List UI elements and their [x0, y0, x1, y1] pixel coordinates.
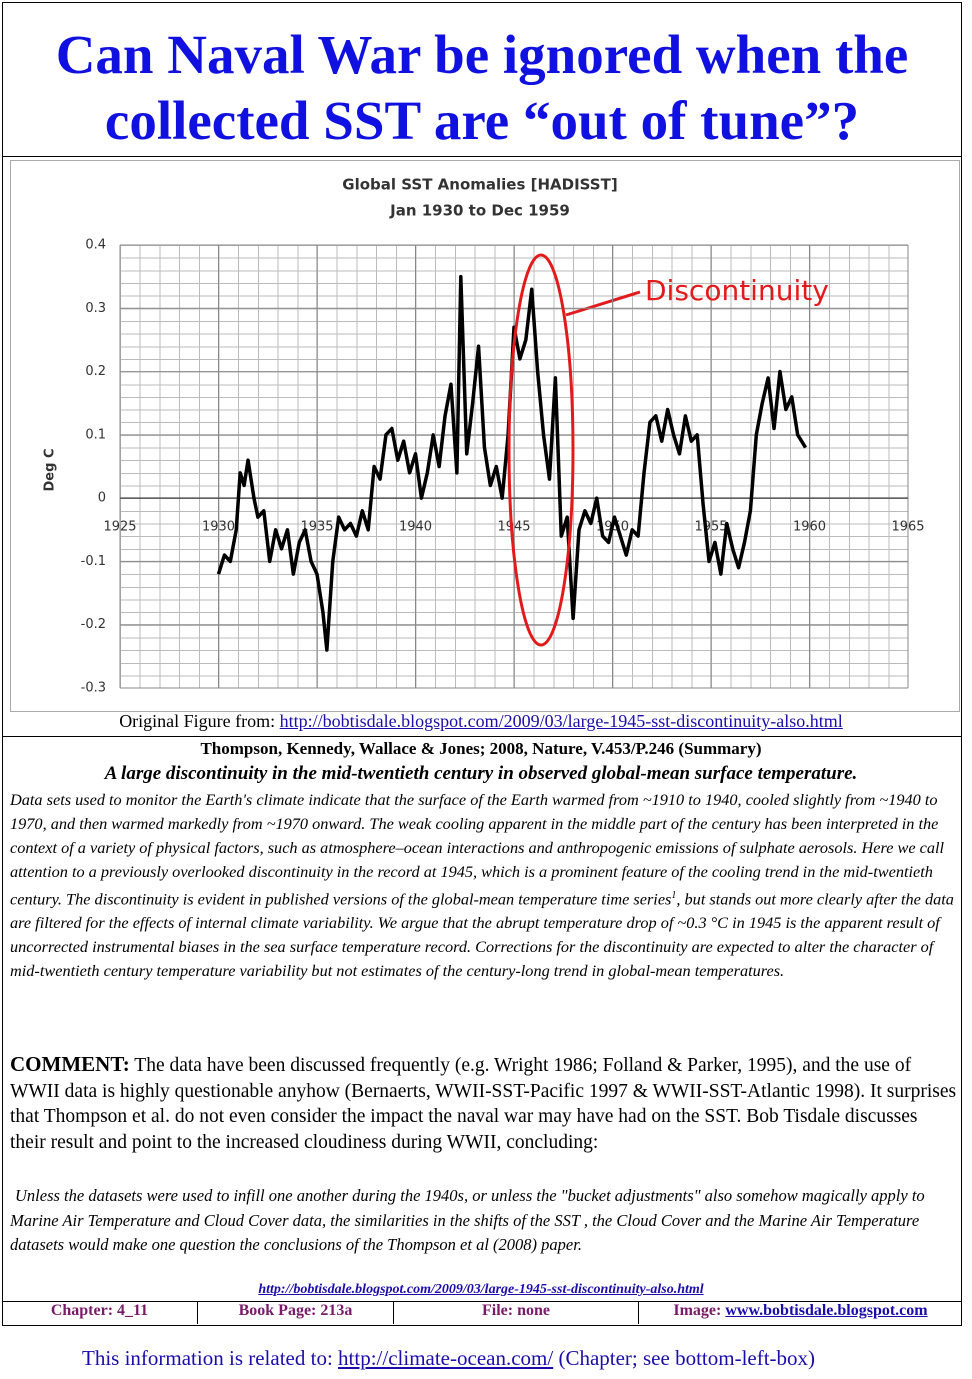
y-tick-label: -0.1 — [81, 554, 106, 569]
y-tick-label: 0.2 — [85, 364, 106, 379]
footer-page: Book Page: 213a — [198, 1302, 394, 1324]
related: This information is related to: http://c… — [82, 1346, 816, 1370]
y-tick-label: 0 — [98, 491, 106, 506]
annotation: Discontinuity — [645, 274, 829, 307]
footer-chapter: Chapter: 4_11 — [2, 1302, 198, 1324]
chart-frame — [10, 160, 960, 712]
x-tick-label: 1960 — [793, 520, 826, 535]
divider — [2, 1301, 962, 1302]
divider — [2, 736, 962, 737]
figure-source: Original Figure from: http://bobtisdale.… — [119, 711, 843, 731]
page-frame — [2, 2, 962, 1326]
annotation-line — [565, 290, 641, 317]
y-tick-label: -0.3 — [81, 681, 106, 696]
footer-file: File: none — [394, 1302, 639, 1324]
chart-subtitle: Jan 1930 to Dec 1959 — [389, 202, 570, 220]
y-tick-label: 0.4 — [85, 238, 106, 253]
y-tick-label: -0.2 — [81, 617, 106, 632]
footer-image: Image: www.bobtisdale.blogspot.com — [673, 1302, 928, 1319]
x-tick-label: 1935 — [300, 520, 333, 535]
footer: Chapter: 4_11 Book Page: 213a File: none… — [2, 1302, 962, 1324]
x-tick-label: 1925 — [103, 520, 136, 535]
chart: Global SST Anomalies [HADISST] Jan 1930 … — [43, 176, 925, 696]
article-title: A large discontinuity in the mid-twentie… — [104, 763, 858, 784]
x-tick-label: 1955 — [694, 520, 727, 535]
x-tick-label: 1930 — [202, 520, 235, 535]
link[interactable]: http://climate-ocean.com/ — [338, 1346, 554, 1370]
highlight-ellipse — [507, 253, 575, 647]
x-tick-label: 1945 — [497, 520, 530, 535]
link[interactable]: http://bobtisdale.blogspot.com/2009/03/l… — [279, 711, 843, 731]
comment: COMMENT: The data have been discussed fr… — [10, 1052, 957, 1153]
quote-source: http://bobtisdale.blogspot.com/2009/03/l… — [0, 1282, 962, 1298]
abstract: Data sets used to monitor the Earth's cl… — [10, 790, 954, 981]
x-tick-label: 1965 — [891, 520, 924, 535]
x-tick-label: 1940 — [399, 520, 432, 535]
citation: Thompson, Kennedy, Wallace & Jones; 2008… — [200, 739, 762, 758]
link[interactable]: www.bobtisdale.blogspot.com — [725, 1302, 928, 1319]
quote: Unless the datasets were used to infill … — [10, 1186, 925, 1254]
data-line — [216, 274, 808, 652]
y-axis-label: Deg C — [43, 449, 58, 492]
link[interactable]: http://bobtisdale.blogspot.com/2009/03/l… — [258, 1282, 704, 1297]
title: Can Naval War be ignored when the collec… — [55, 24, 909, 151]
y-tick-label: 0.3 — [85, 301, 106, 316]
chart-title: Global SST Anomalies [HADISST] — [342, 176, 617, 194]
y-tick-label: 0.1 — [85, 427, 106, 442]
divider — [2, 156, 962, 157]
